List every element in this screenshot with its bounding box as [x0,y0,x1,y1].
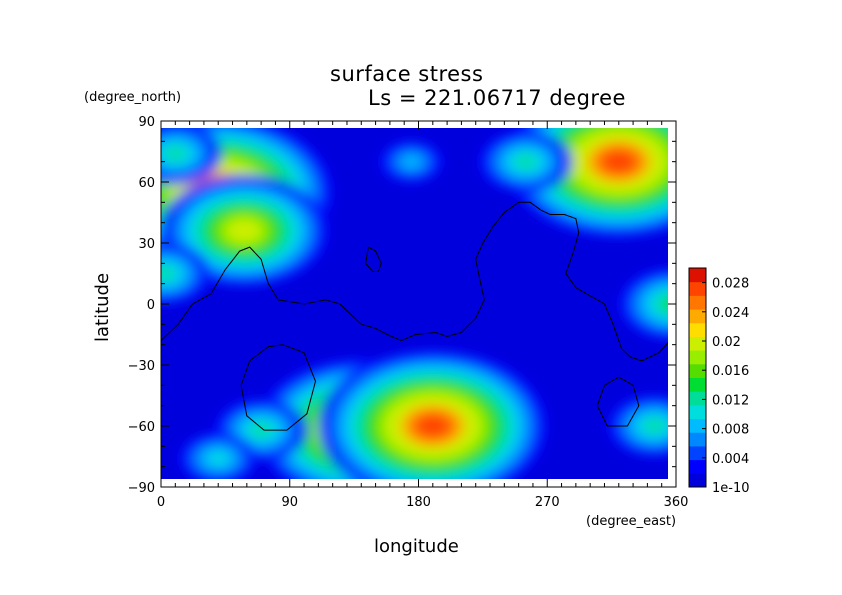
colorbar-frame [688,267,707,488]
chart-title: surface stress [330,62,484,86]
hotspot-level [161,267,173,280]
colorbar-label: 0.024 [712,306,749,321]
coastline-contours [161,201,668,431]
y-tick-label: −30 [128,359,155,374]
colorbar-swatch [689,363,706,378]
y-tick-label: 90 [138,115,155,130]
hotspot-level [209,452,228,465]
colorbar-swatch [689,322,706,337]
colorbar-swatch [689,350,706,365]
hotspot-level [664,299,668,309]
colorbar: 0.028 0.024 0.02 0.016 0.012 0.008 0.004 1e-10 [688,267,750,496]
colorbar-label: 0.02 [712,335,741,350]
colorbar-swatch [689,459,706,474]
hotspot-level [234,224,253,237]
contour-line [240,344,317,431]
colorbar-swatch [689,295,706,310]
y-axis-unit: (degree_north) [84,90,182,105]
colorbar-swatch [689,377,706,392]
colorbar-swatch [689,473,706,488]
hotspot-level [516,155,535,168]
stress-field [161,128,668,479]
hotspot-level [402,155,421,168]
x-axis-label: longitude [374,536,459,557]
contour-line [161,201,668,362]
colorbar-label: 0.016 [712,364,749,379]
hotspot-level [423,420,442,432]
x-tick-label: 180 [406,495,431,510]
contour-line [596,376,640,427]
colorbar-swatch [689,268,706,283]
colorbar-swatch [689,336,706,351]
y-tick-label: −90 [128,481,155,496]
colorbar-swatch [689,309,706,324]
hotspot-level [656,293,668,315]
x-axis-unit: (degree_east) [586,514,677,529]
x-tick-label: 90 [281,495,298,510]
y-tick-label: −60 [128,420,155,435]
colorbar-swatch [689,404,706,420]
y-tick-label: 30 [138,237,155,252]
colorbar-label: 0.008 [712,423,749,438]
colorbar-label: 0.028 [712,277,749,292]
colorbar-swatch [689,281,706,296]
hotspot-level [252,424,271,437]
x-tick-label: 270 [535,495,560,510]
contour-line [365,246,382,272]
colorbar-swatch [689,418,706,433]
x-tick-label: 360 [664,495,689,510]
colorbar-swatch [689,391,706,406]
axis-ticks: 0 90 180 270 360 90 60 30 0 −30 −60 −90 [128,115,689,510]
colorbar-swatch [689,432,706,447]
hotspot-level [645,420,664,432]
y-tick-label: 0 [147,298,155,313]
x-tick-label: 0 [157,495,165,510]
hotspot-level [609,155,628,168]
chart-subtitle: Ls = 221.06717 degree [368,86,626,110]
hotspot-level [166,147,185,160]
colorbar-label: 0.004 [712,452,749,467]
colorbar-label: 1e-10 [712,481,750,496]
colorbar-label: 0.012 [712,393,749,408]
colorbar-swatch [689,445,706,461]
y-tick-label: 60 [138,176,155,191]
